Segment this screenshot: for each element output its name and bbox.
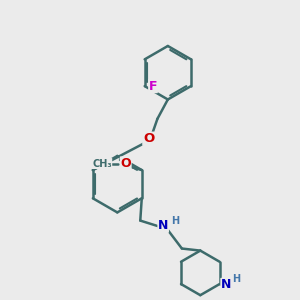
Text: N: N (158, 219, 168, 232)
Text: N: N (221, 278, 231, 291)
Text: CH₃: CH₃ (92, 158, 112, 169)
Text: O: O (143, 132, 154, 145)
Text: F: F (149, 80, 157, 93)
Text: H: H (171, 216, 179, 226)
Text: H: H (232, 274, 240, 284)
Text: O: O (120, 157, 131, 170)
